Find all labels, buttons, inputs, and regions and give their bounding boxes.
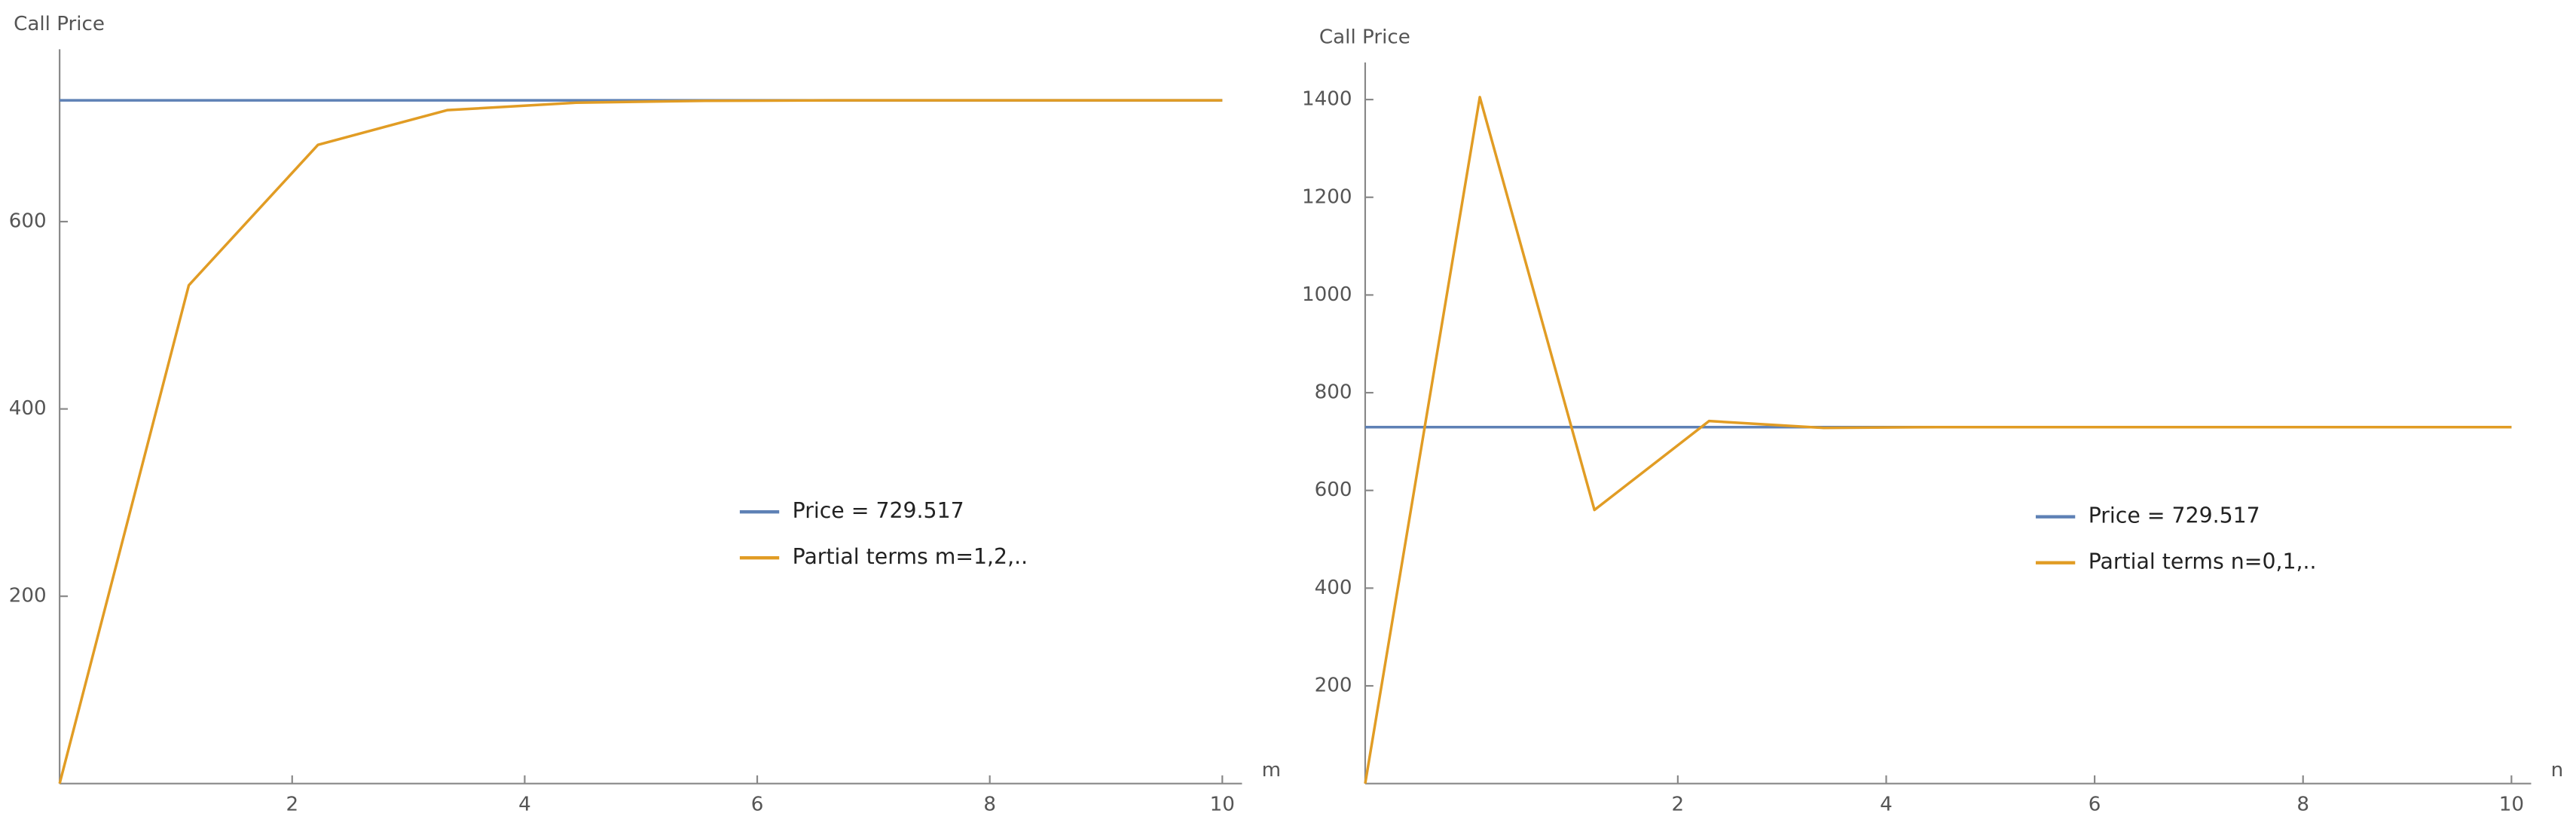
x-axis-label: n (2551, 759, 2564, 782)
y-tick-label: 1200 (1302, 185, 1352, 208)
legend-label: Price = 729.517 (2089, 503, 2260, 528)
y-tick-label: 600 (1315, 479, 1352, 501)
y-tick-label: 1000 (1302, 283, 1352, 306)
x-tick-label: 6 (751, 794, 764, 816)
x-tick-label: 8 (2296, 794, 2309, 816)
x-tick-label: 2 (286, 794, 298, 816)
x-tick-label: 4 (1880, 794, 1893, 816)
x-tick-label: 2 (1672, 794, 1685, 816)
legend-label: Price = 729.517 (793, 498, 964, 523)
y-axis-label: Call Price (14, 13, 105, 35)
y-tick-label: 200 (9, 585, 47, 607)
y-tick-label: 600 (9, 210, 47, 233)
data-line (1364, 96, 2512, 784)
x-tick-label: 6 (2089, 794, 2101, 816)
x-axis-label: m (1262, 759, 1281, 782)
data-line (58, 99, 1223, 785)
legend-label: Partial terms n=0,1,.. (2089, 549, 2317, 574)
x-tick-label: 10 (1210, 794, 1235, 816)
y-tick-label: 200 (1315, 675, 1352, 697)
legend-label: Partial terms m=1,2,.. (793, 544, 1028, 569)
x-tick-label: 8 (983, 794, 996, 816)
x-tick-label: 10 (2499, 794, 2524, 816)
y-axis-label: Call Price (1319, 26, 1410, 49)
x-tick-label: 4 (518, 794, 531, 816)
y-tick-label: 400 (9, 397, 47, 420)
y-tick-label: 800 (1315, 381, 1352, 404)
y-tick-label: 1400 (1302, 88, 1352, 111)
y-tick-label: 400 (1315, 577, 1352, 599)
